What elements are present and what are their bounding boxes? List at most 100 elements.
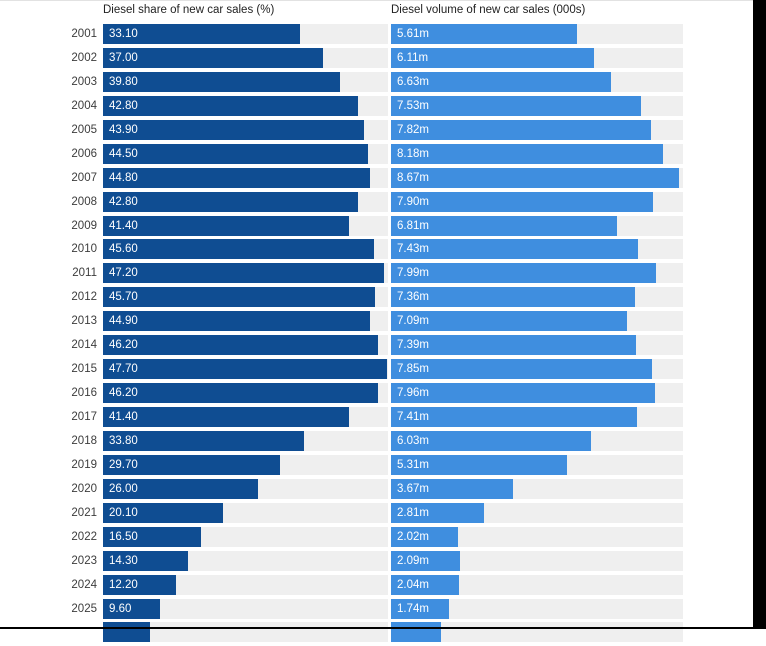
share-bar: 44.90 (103, 311, 371, 332)
share-track: 47.20 (103, 263, 388, 284)
year-label: 2018 (71, 434, 97, 447)
volume-bar: 7.36m (391, 287, 636, 308)
chart-row: 2007 44.80 8.67m (0, 167, 754, 188)
volume-track: 2.04m (391, 574, 683, 595)
volume-track: 5.31m (391, 454, 683, 475)
year-label: 2004 (71, 99, 97, 112)
volume-track: 7.53m (391, 95, 683, 116)
share-value-label: 44.90 (109, 315, 138, 328)
volume-bar: 7.82m (391, 119, 651, 140)
share-track: 12.20 (103, 574, 388, 595)
year-label: 2012 (71, 291, 97, 304)
share-track: 29.70 (103, 454, 388, 475)
share-value-label: 41.40 (109, 411, 138, 423)
volume-value-label: 2.02m (397, 530, 429, 543)
volume-bar: 6.81m (391, 215, 618, 236)
year-label: 2010 (71, 243, 97, 256)
volume-value-label: 7.96m (397, 387, 429, 400)
volume-bar (391, 622, 441, 643)
volume-value-label: 7.85m (397, 363, 429, 376)
volume-bar: 6.63m (391, 71, 612, 92)
chart-row: 2019 29.70 5.31m (0, 454, 754, 475)
year-label: 2021 (71, 506, 97, 519)
share-bar: 16.50 (103, 526, 202, 547)
volume-bar: 2.09m (391, 550, 461, 571)
share-track: 42.80 (103, 191, 388, 212)
volume-track: 7.90m (391, 191, 683, 212)
share-value-label: 46.20 (109, 339, 138, 352)
share-value-label: 29.70 (109, 458, 138, 471)
volume-track: 7.41m (391, 407, 683, 427)
share-bar: 37.00 (103, 47, 324, 68)
year-label: 2003 (71, 75, 97, 88)
share-track: 46.20 (103, 335, 388, 356)
volume-track: 8.67m (391, 167, 683, 188)
volume-value-label: 7.82m (397, 123, 429, 136)
share-value-label: 44.50 (109, 147, 138, 160)
year-label: 2007 (71, 171, 97, 184)
year-label: 2005 (71, 123, 97, 136)
share-track: 39.80 (103, 71, 388, 92)
year-label: 2023 (71, 554, 97, 567)
chart-row: 2003 39.80 6.63m (0, 71, 754, 92)
share-bar: 33.80 (103, 430, 305, 451)
volume-value-label: 7.36m (397, 291, 429, 304)
share-value-label: 33.80 (109, 434, 138, 447)
share-bar: 26.00 (103, 478, 258, 499)
volume-value-label: 6.63m (397, 75, 429, 88)
chart-row: 2006 44.50 8.18m (0, 143, 754, 164)
volume-bar: 2.02m (391, 526, 459, 547)
share-track: 33.80 (103, 430, 388, 451)
volume-track: 8.18m (391, 143, 683, 164)
volume-bar: 8.67m (391, 167, 679, 188)
chart-row: 2011 47.20 7.99m (0, 263, 754, 284)
volume-bar: 3.67m (391, 478, 513, 499)
year-label: 2011 (72, 267, 97, 280)
chart-row: 2023 14.30 2.09m (0, 550, 754, 571)
volume-bar: 7.09m (391, 311, 627, 332)
share-bar: 41.40 (103, 215, 350, 236)
year-label: 2008 (71, 195, 97, 208)
share-bar: 43.90 (103, 119, 365, 140)
share-value-label: 12.20 (109, 578, 138, 591)
share-bar: 45.60 (103, 239, 375, 260)
share-track: 47.70 (103, 359, 388, 380)
share-value-label: 42.80 (109, 195, 138, 208)
share-value-label: 42.80 (109, 99, 138, 112)
share-bar: 46.20 (103, 383, 379, 404)
volume-bar: 7.99m (391, 263, 657, 284)
volume-track: 7.36m (391, 287, 683, 308)
year-label: 2002 (71, 51, 97, 64)
share-value-label: 16.50 (109, 530, 138, 543)
share-value-label: 37.00 (109, 51, 138, 64)
volume-track: 2.81m (391, 502, 683, 523)
year-label: 2022 (71, 530, 97, 543)
share-track: 42.80 (103, 95, 388, 116)
volume-track: 6.63m (391, 71, 683, 92)
share-value-label: 39.80 (109, 75, 138, 88)
chart-row: 2014 46.20 7.39m (0, 335, 754, 356)
share-value-label: 45.70 (109, 291, 138, 304)
volume-value-label: 2.81m (397, 506, 429, 519)
chart-rows: 2001 33.10 5.61m 2002 37.00 6.11m 2003 39.80 6.6… (0, 24, 754, 646)
chart-row: 2024 12.20 2.04m (0, 574, 754, 595)
chart-row: 2005 43.90 7.82m (0, 119, 754, 140)
volume-value-label: 6.81m (397, 219, 429, 232)
share-bar: 9.60 (103, 598, 161, 619)
chart-row: 2002 37.00 6.11m (0, 47, 754, 68)
share-track (103, 622, 388, 643)
share-track: 43.90 (103, 119, 388, 140)
share-bar: 47.70 (103, 359, 387, 380)
share-bar (103, 622, 151, 643)
volume-value-label: 2.09m (397, 554, 429, 567)
volume-track: 7.99m (391, 263, 683, 284)
volume-bar: 5.61m (391, 24, 578, 44)
share-bar: 39.80 (103, 71, 340, 92)
chart-row: 2008 42.80 7.90m (0, 191, 754, 212)
share-value-label: 43.90 (109, 123, 138, 136)
chart-row: 2013 44.90 7.09m (0, 311, 754, 332)
volume-bar: 6.11m (391, 47, 594, 68)
share-value-label: 45.60 (109, 243, 138, 256)
volume-bar: 7.96m (391, 383, 656, 404)
volume-value-label: 5.61m (397, 28, 429, 40)
